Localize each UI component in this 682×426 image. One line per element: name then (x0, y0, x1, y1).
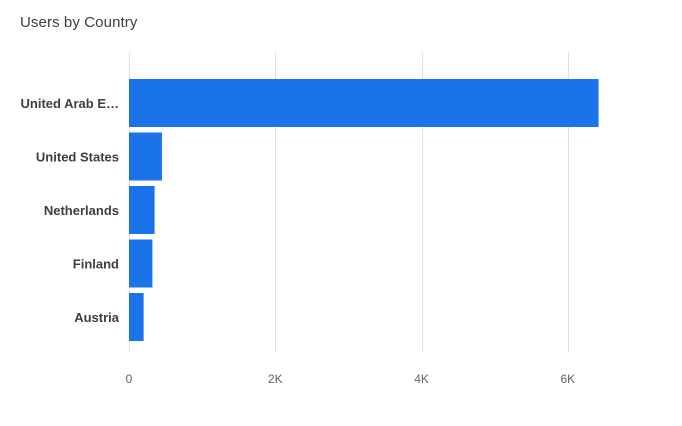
x-tick-label: 0 (126, 372, 133, 386)
category-label: Finland (73, 257, 119, 272)
chart-title: Users by Country (20, 14, 138, 31)
category-label: Netherlands (44, 203, 119, 218)
category-label: United Arab E… (21, 96, 119, 111)
bar[interactable] (129, 239, 153, 288)
category-label: United States (36, 150, 119, 165)
category-label: Austria (74, 310, 120, 325)
bar[interactable] (129, 132, 162, 181)
x-tick-label: 2K (268, 372, 283, 386)
x-tick-label: 4K (414, 372, 429, 386)
x-tick-labels: 0 2K 4K 6K (126, 372, 576, 386)
x-tick-label: 6K (561, 372, 576, 386)
bar[interactable] (129, 186, 155, 234)
bars (129, 79, 599, 341)
category-labels: United Arab E… United States Netherlands Fi… (21, 96, 120, 325)
bar[interactable] (129, 293, 144, 341)
bar[interactable] (129, 79, 599, 127)
